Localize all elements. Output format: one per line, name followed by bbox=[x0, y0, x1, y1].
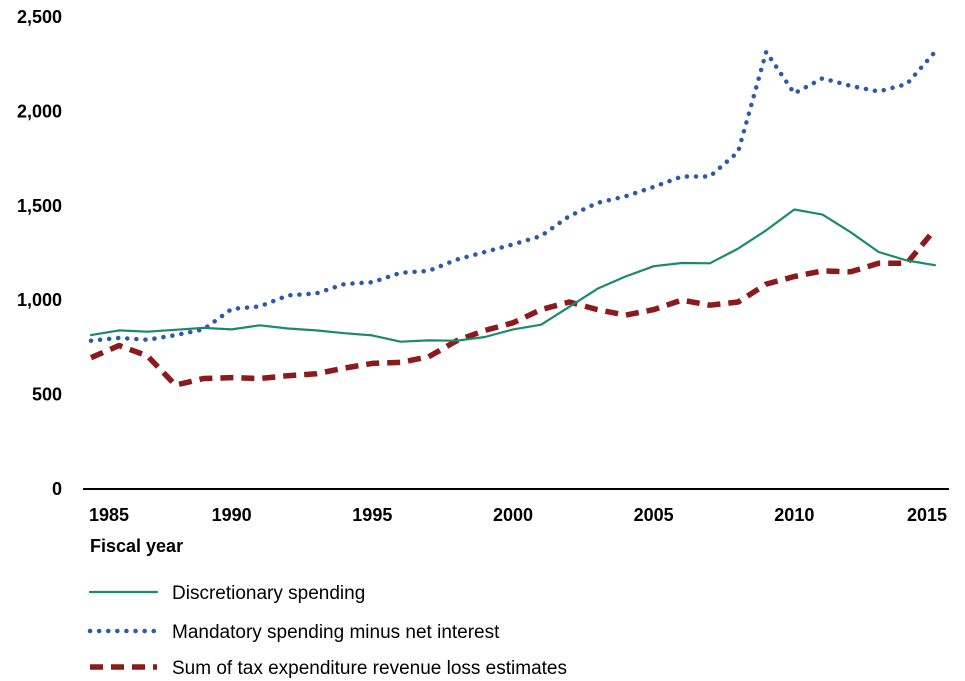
x-axis-title: Fiscal year bbox=[90, 536, 183, 556]
x-tick-label: 1985 bbox=[89, 505, 129, 525]
x-tick-label: 1995 bbox=[352, 505, 392, 525]
legend-label-1: Discretionary spending bbox=[172, 583, 365, 604]
legend-label-2: Mandatory spending minus net interest bbox=[172, 622, 500, 643]
legend-label-3: Sum of tax expenditure revenue loss esti… bbox=[172, 658, 567, 679]
series-line-2 bbox=[88, 49, 938, 343]
legend: Discretionary spending Mandatory spending… bbox=[87, 583, 567, 679]
y-tick-label: 2,500 bbox=[17, 7, 62, 27]
x-axis-ticks: 1985 1990 1995 2000 2005 2010 2015 bbox=[89, 505, 947, 525]
y-tick-label: 0 bbox=[52, 479, 62, 499]
x-tick-label: 2005 bbox=[634, 505, 674, 525]
y-tick-label: 1,000 bbox=[17, 290, 62, 310]
y-tick-label: 500 bbox=[32, 385, 62, 405]
series-line-1 bbox=[89, 208, 937, 343]
y-axis-ticks: 0 500 1,000 1,500 2,000 2,500 bbox=[17, 7, 62, 499]
y-tick-label: 1,500 bbox=[17, 196, 62, 216]
y-tick-label: 2,000 bbox=[17, 101, 62, 121]
x-tick-label: 1990 bbox=[212, 505, 252, 525]
x-tick-label: 2010 bbox=[774, 505, 814, 525]
series-lines bbox=[88, 49, 938, 388]
x-tick-label: 2000 bbox=[493, 505, 533, 525]
series-line-3 bbox=[89, 227, 938, 388]
x-tick-label: 2015 bbox=[907, 505, 947, 525]
